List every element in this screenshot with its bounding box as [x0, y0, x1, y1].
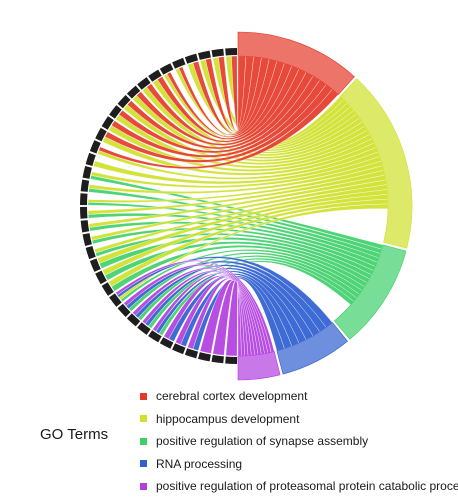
legend-label: positive regulation of synapse assembly	[156, 434, 369, 449]
term-arc-proteasomal	[237, 351, 281, 381]
gene-segment	[225, 356, 238, 364]
gene-segment	[95, 270, 107, 285]
gene-segment	[137, 77, 151, 90]
legend-item-hippocampus: hippocampus development	[140, 408, 458, 431]
gene-segment	[126, 85, 141, 99]
legend-item-synapse-assembly: positive regulation of synapse assembly	[140, 430, 458, 453]
gene-segment	[82, 166, 92, 179]
gene-segment	[80, 220, 90, 233]
legend-label: hippocampus development	[156, 411, 300, 426]
legend-swatch	[140, 415, 147, 423]
gene-segment	[80, 179, 90, 192]
legend-title: GO Terms	[40, 426, 109, 443]
gene-segment	[89, 258, 101, 272]
gene-segment	[117, 303, 131, 318]
gene-segment	[109, 105, 122, 119]
term-arc-cerebral-cortex	[237, 31, 355, 95]
gene-segment	[82, 233, 92, 246]
legend-label: positive regulation of proteasomal prote…	[156, 479, 458, 494]
gene-segment	[126, 313, 141, 327]
legend-swatch	[140, 482, 147, 490]
legend-swatch	[140, 392, 147, 400]
legend-item-cerebral-cortex: cerebral cortex development	[140, 385, 458, 408]
gene-segment	[148, 330, 162, 343]
legend-item-rna-processing: RNA processing	[140, 453, 458, 476]
term-arc-rna-processing	[276, 322, 348, 375]
gene-segment	[198, 50, 211, 60]
gene-segment	[101, 282, 114, 296]
legend: cerebral cortex development hippocampus …	[140, 385, 458, 498]
gene-segment	[159, 337, 174, 349]
gene-segment	[95, 127, 107, 142]
gene-segment	[137, 322, 151, 335]
gene-segment	[85, 152, 96, 167]
gene-segment	[225, 48, 238, 56]
gene-segment	[184, 53, 199, 64]
gene-segment	[172, 57, 186, 69]
legend-item-proteasomal: positive regulation of proteasomal prote…	[140, 475, 458, 498]
term-arc-synapse-assembly	[333, 244, 407, 340]
gene-arcs-group	[80, 48, 238, 364]
gene-segment	[89, 140, 101, 154]
gene-segment	[198, 352, 211, 362]
legend-label: RNA processing	[156, 456, 243, 471]
gene-segment	[211, 48, 224, 58]
gene-segment	[85, 245, 96, 260]
term-arc-hippocampus	[339, 78, 413, 249]
gene-segment	[211, 354, 224, 364]
legend-swatch	[140, 460, 147, 468]
gene-segment	[80, 206, 88, 219]
gene-segment	[109, 293, 122, 307]
term-arcs-group	[237, 31, 413, 381]
gene-segment	[117, 94, 131, 109]
legend-label: cerebral cortex development	[156, 389, 308, 404]
gene-segment	[101, 116, 114, 130]
gene-segment	[172, 343, 186, 355]
gene-segment	[80, 193, 88, 206]
gene-segment	[159, 63, 174, 75]
legend-swatch	[140, 437, 147, 445]
gene-segment	[184, 348, 199, 359]
ribbons-group	[87, 55, 389, 357]
gene-segment	[148, 69, 162, 82]
